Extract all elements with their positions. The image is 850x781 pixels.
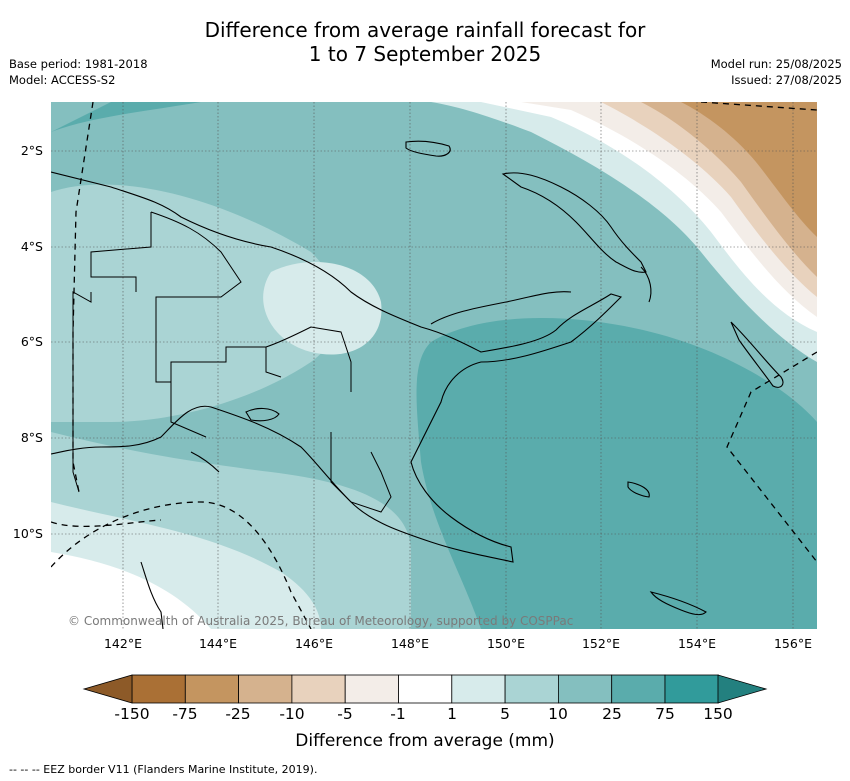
copyright-notice: © Commonwealth of Australia 2025, Bureau… (68, 614, 574, 628)
cb-tick: 1 (447, 705, 457, 723)
colorbar-over-arrow (717, 674, 768, 704)
cb-tick: 5 (500, 705, 510, 723)
cb-tick: -5 (337, 705, 353, 723)
cb-tick: -1 (390, 705, 406, 723)
contour-band-25-75 (416, 318, 817, 629)
colorbar-label: Difference from average (mm) (295, 731, 555, 751)
cb-tick: -75 (172, 705, 198, 723)
colorbar-swatch (611, 674, 666, 704)
contour-band-neutral-south (51, 552, 211, 629)
colorbar-swatch (184, 674, 240, 704)
cb-tick: 150 (703, 705, 733, 723)
lon-label-148e: 148°E (390, 636, 429, 651)
colorbar-under-arrow (82, 674, 133, 704)
title-line-1: Difference from average rainfall forecas… (204, 18, 646, 42)
meta-left: Base period: 1981-2018 Model: ACCESS-S2 (9, 56, 148, 88)
contour-band-25-75-north (51, 102, 201, 132)
colorbar-swatch (398, 674, 453, 704)
coastlines (51, 140, 784, 629)
cb-tick: -10 (279, 705, 305, 723)
eez-footnote: -- -- -- EEZ border V11 (Flanders Marine… (9, 763, 318, 776)
colorbar-swatch (238, 674, 293, 704)
lat-label-10s: 10°S (12, 526, 43, 541)
lat-label-6s: 6°S (20, 334, 43, 349)
lat-label-8s: 8°S (20, 430, 43, 445)
colorbar-swatch (131, 674, 186, 704)
cb-tick: 25 (602, 705, 622, 723)
model-name: Model: ACCESS-S2 (9, 73, 116, 87)
lat-label-4s: 4°S (20, 239, 43, 254)
contour-band-minus25-minus75 (651, 102, 817, 237)
contour-band-1-5-central (263, 262, 382, 355)
lon-label-150e: 150°E (486, 636, 525, 651)
title-line-2: 1 to 7 September 2025 (308, 42, 542, 66)
lon-label-146e: 146°E (294, 636, 333, 651)
lat-label-2s: 2°S (20, 143, 43, 158)
cb-tick: -25 (225, 705, 251, 723)
cb-tick: 75 (655, 705, 675, 723)
colorbar-swatch (664, 674, 719, 704)
colorbar-swatch (344, 674, 399, 704)
rainfall-map (51, 102, 817, 629)
model-run: Model run: 25/08/2025 (710, 57, 842, 71)
colorbar-swatch (557, 674, 613, 704)
colorbar-swatch (504, 674, 559, 704)
map-canvas (51, 102, 817, 629)
lon-label-142e: 142°E (103, 636, 142, 651)
colorbar (82, 674, 768, 704)
colorbar-swatches (131, 674, 719, 704)
contour-band-5-10-west (51, 184, 341, 422)
lon-label-156e: 156°E (773, 636, 812, 651)
lon-label-152e: 152°E (581, 636, 620, 651)
admin-borders (72, 211, 392, 513)
issued-date: Issued: 27/08/2025 (731, 73, 842, 87)
cb-tick: -150 (114, 705, 150, 723)
gridlines (51, 102, 817, 629)
base-period: Base period: 1981-2018 (9, 57, 148, 71)
colorbar-swatch (451, 674, 506, 704)
cb-tick: 10 (548, 705, 568, 723)
colorbar-swatch (291, 674, 346, 704)
lon-label-144e: 144°E (198, 636, 237, 651)
meta-right: Model run: 25/08/2025 Issued: 27/08/2025 (711, 56, 842, 88)
map-title: Difference from average rainfall forecas… (0, 18, 850, 66)
lon-label-154e: 154°E (677, 636, 716, 651)
